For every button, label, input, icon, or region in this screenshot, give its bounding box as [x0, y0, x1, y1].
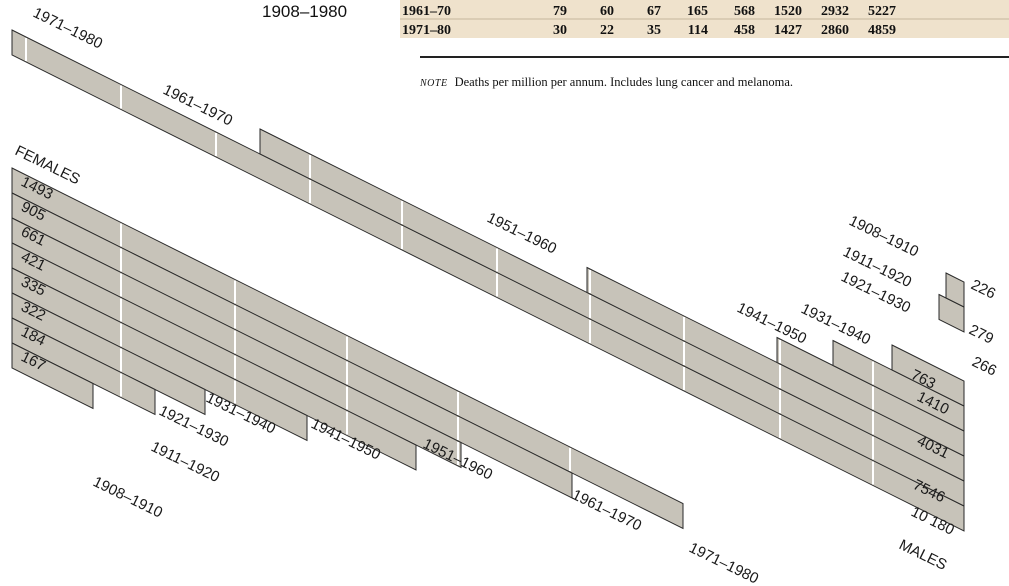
- male-value-label: 226: [968, 276, 998, 302]
- female-band-1941–1950: [11, 242, 417, 471]
- male-series-label: MALES: [896, 536, 949, 574]
- table-cell: 35: [647, 23, 661, 38]
- table-cell: 165: [687, 4, 708, 19]
- table-cell: 1427: [774, 23, 802, 38]
- table-note: NOTE Deaths per million per annum. Includ…: [419, 75, 793, 89]
- male-period-label: 1941–1950: [734, 299, 809, 347]
- female-band-1961–1970: [11, 192, 573, 499]
- table-cell: 22: [600, 23, 614, 38]
- table-row-period: 1971–80: [402, 23, 451, 38]
- table-cell: 60: [600, 4, 614, 19]
- note-tag: NOTE: [419, 78, 448, 89]
- table-cell: 568: [734, 4, 755, 19]
- male-value-label: 279: [966, 321, 996, 347]
- table-cell: 458: [734, 23, 755, 38]
- table-cell: 2860: [821, 23, 849, 38]
- male-period-label: 1931–1940: [798, 300, 873, 348]
- table-cell: 4859: [868, 23, 896, 38]
- data-table: 1961–70 79 60 67 165 568 1520 2932 5227 1971–80 30…: [400, 0, 1009, 58]
- table-cell: 114: [688, 23, 708, 38]
- male-value-label: 266: [969, 353, 999, 379]
- female-band-1911–1920: [11, 317, 156, 416]
- table-cell: 2932: [821, 4, 849, 19]
- table-cell: 5227: [868, 4, 896, 19]
- male-band-1908–1910: [945, 272, 965, 308]
- female-period-label: 1911–1920: [148, 438, 222, 486]
- note-text: Deaths per million per annum. Includes l…: [455, 75, 793, 89]
- female-period-label: 1971–1980: [686, 539, 761, 586]
- table-cell: 67: [647, 4, 661, 19]
- chart-title-fragment: 1908–1980: [262, 2, 347, 21]
- female-band-1931–1940: [11, 267, 308, 442]
- female-period-label: 1908–1910: [90, 473, 165, 521]
- female-band-1908–1910: [11, 342, 94, 410]
- female-band-1951–1960: [11, 217, 462, 469]
- table-cell: 1520: [774, 4, 802, 19]
- male-band-1921–1930: [891, 344, 965, 407]
- table-row-period: 1961–70: [402, 4, 451, 19]
- table-cell: 30: [553, 23, 567, 38]
- table-cell: 79: [553, 4, 567, 19]
- female-band-1921–1930: [11, 292, 206, 416]
